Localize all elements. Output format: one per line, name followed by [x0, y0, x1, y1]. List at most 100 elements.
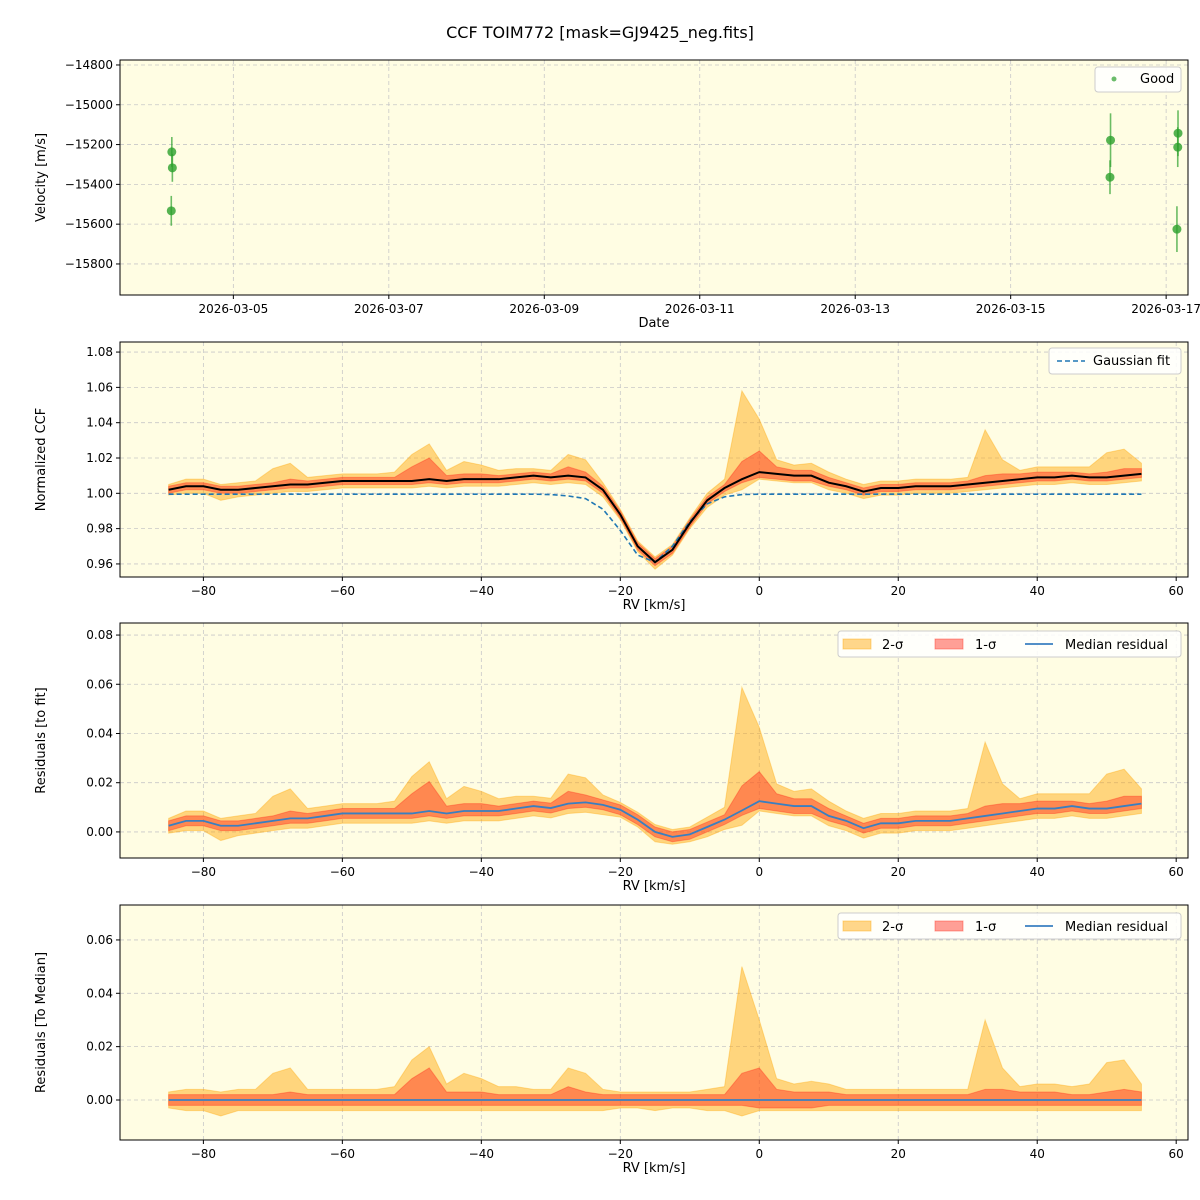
- sigma2-band: [168, 966, 1142, 1117]
- x-axis-label: Date: [638, 316, 669, 331]
- x-tick-label: 40: [1030, 865, 1045, 879]
- plot-area: [168, 685, 1142, 845]
- x-tick-label: 2026-03-13: [820, 302, 890, 316]
- x-tick-label: 40: [1030, 1147, 1045, 1161]
- sigma1-band: [168, 1067, 1142, 1109]
- x-tick-label: −20: [608, 584, 633, 598]
- legend-marker-sigma2: [842, 920, 872, 932]
- x-tick-label: 2026-03-11: [665, 302, 735, 316]
- y-tick-label: 0.06: [86, 933, 113, 947]
- x-tick-label: 2026-03-09: [509, 302, 579, 316]
- y-tick-label: −15800: [65, 257, 113, 271]
- y-tick-label: 0.04: [86, 986, 113, 1000]
- y-tick-label: 0.00: [86, 825, 113, 839]
- x-tick-label: −80: [191, 1147, 216, 1161]
- panel-4: −80 −60 −40 −20 0 20 40 60 0.00 0.02 0.04 0.06 RV [k…: [34, 904, 1189, 1176]
- x-axis-label: RV [km/s]: [623, 598, 686, 613]
- data-point: [1105, 172, 1115, 182]
- x-tick-label: 20: [891, 1147, 906, 1161]
- y-tick-label: −15000: [65, 98, 113, 112]
- x-tick-label: −40: [469, 865, 494, 879]
- x-axis-label: RV [km/s]: [623, 879, 686, 894]
- sigma2-band: [168, 685, 1142, 845]
- x-tick-label: −40: [469, 1147, 494, 1161]
- legend-label-sigma2: 2-σ: [882, 920, 903, 935]
- y-tick-label: 0.96: [86, 557, 113, 571]
- y-axis-label: Velocity [m/s]: [34, 133, 49, 222]
- x-tick-label: 40: [1030, 584, 1045, 598]
- x-tick-label: −60: [330, 1147, 355, 1161]
- sigma1-band: [168, 770, 1142, 843]
- data-point: [1106, 135, 1116, 145]
- x-axis-label: RV [km/s]: [623, 1161, 686, 1176]
- median-residual-line: [168, 800, 1142, 838]
- x-tick-label: 60: [1169, 584, 1184, 598]
- x-tick-label: −40: [469, 584, 494, 598]
- figure-title: CCF TOIM772 [mask=GJ9425_neg.fits]: [446, 23, 754, 43]
- axes-frame: [119, 341, 1189, 578]
- y-tick-label: 1.08: [86, 345, 113, 359]
- plot-area: [168, 966, 1142, 1117]
- y-tick-label: 0.06: [86, 677, 113, 691]
- axes-frame: [119, 622, 1189, 859]
- data-point: [167, 147, 177, 157]
- data-point: [167, 163, 177, 173]
- x-tick-label: 60: [1169, 1147, 1184, 1161]
- x-tick-label: 2026-03-05: [198, 302, 268, 316]
- x-tick-label: −60: [330, 865, 355, 879]
- axes-frame: [119, 59, 1189, 296]
- data-point: [166, 206, 176, 216]
- y-tick-label: −15600: [65, 217, 113, 231]
- x-tick-label: 20: [891, 865, 906, 879]
- legend-marker-sigma1: [934, 920, 964, 932]
- y-tick-label: 0.98: [86, 522, 113, 536]
- legend: [837, 912, 1182, 940]
- legend-label-sigma2: 2-σ: [882, 638, 903, 653]
- panel-1: 2026-03-05 2026-03-07 2026-03-09 2026-03-11…: [34, 58, 1200, 331]
- legend-marker-sigma1: [934, 638, 964, 650]
- x-tick-label: −20: [608, 1147, 633, 1161]
- legend: [1094, 66, 1182, 93]
- x-tick-label: 0: [755, 1147, 763, 1161]
- x-tick-label: 2026-03-17: [1131, 302, 1200, 316]
- panel-3: −80 −60 −40 −20 0 20 40 60 0.00 0.02 0.04 0.06 0.08 R…: [34, 622, 1189, 894]
- y-tick-label: −15400: [65, 177, 113, 191]
- y-tick-label: 1.00: [86, 486, 113, 500]
- legend-label-fit: Gaussian fit: [1093, 354, 1170, 369]
- median-ccf-line: [168, 471, 1142, 564]
- y-axis-label: Residuals [To Median]: [34, 952, 49, 1093]
- x-tick-label: 2026-03-15: [976, 302, 1046, 316]
- y-axis-label: Normalized CCF: [34, 408, 49, 512]
- axes-frame: [119, 904, 1189, 1141]
- y-tick-label: 0.02: [86, 776, 113, 790]
- sigma1-band: [168, 450, 1142, 567]
- x-tick-label: 20: [891, 584, 906, 598]
- y-tick-label: 0.04: [86, 726, 113, 740]
- y-tick-label: 1.06: [86, 380, 113, 394]
- legend: [837, 630, 1182, 658]
- legend-label-good: Good: [1140, 72, 1174, 87]
- data-point: [1172, 224, 1182, 234]
- legend-label-sigma1: 1-σ: [975, 638, 996, 653]
- legend-marker-sigma2: [842, 638, 872, 650]
- legend-label-sigma1: 1-σ: [975, 920, 996, 935]
- plot-background: [120, 342, 1188, 577]
- y-tick-label: 1.02: [86, 451, 113, 465]
- x-tick-label: 2026-03-07: [354, 302, 424, 316]
- y-axis-label: Residuals [to fit]: [34, 687, 49, 793]
- x-tick-label: −60: [330, 584, 355, 598]
- legend-label-residual: Median residual: [1065, 920, 1168, 935]
- y-tick-label: 0.00: [86, 1093, 113, 1107]
- legend-label-residual: Median residual: [1065, 638, 1168, 653]
- y-tick-label: −15200: [65, 138, 113, 152]
- plot-background: [120, 60, 1188, 295]
- x-tick-label: 0: [755, 865, 763, 879]
- legend-marker-good: [1111, 76, 1117, 82]
- x-tick-label: −20: [608, 865, 633, 879]
- plot-area: [168, 389, 1142, 570]
- y-tick-label: 1.04: [86, 416, 113, 430]
- y-tick-label: −14800: [65, 58, 113, 72]
- x-tick-label: −80: [191, 584, 216, 598]
- data-point: [1173, 142, 1183, 152]
- legend: [1048, 347, 1182, 375]
